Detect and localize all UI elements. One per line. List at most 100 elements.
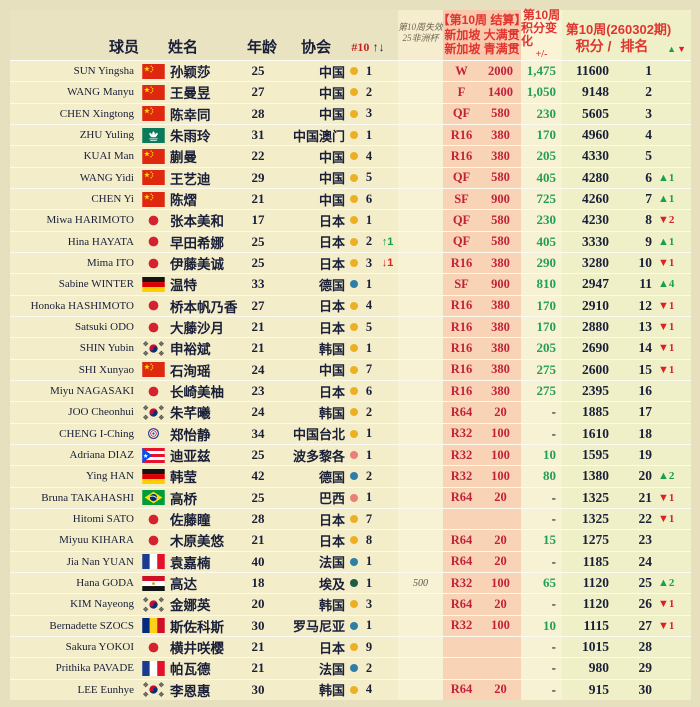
total-points: 1380 xyxy=(562,466,614,487)
player-age: 25 xyxy=(251,255,265,271)
player-age: 30 xyxy=(251,681,265,697)
association-rank: 1 xyxy=(365,127,373,142)
association-rank-move xyxy=(377,274,398,294)
expiring-points xyxy=(398,82,443,103)
player-name-en: CHEN Yi xyxy=(91,193,134,206)
rank-move: ▲1 xyxy=(656,188,691,210)
rank-move xyxy=(656,146,691,167)
player-association: 日本 xyxy=(318,320,345,336)
result-points: 20 xyxy=(480,679,521,700)
player-name-zh: 孙颖莎 xyxy=(170,65,211,81)
total-points: 1185 xyxy=(562,551,614,572)
player-age: 21 xyxy=(251,191,265,207)
result-round: R16 xyxy=(443,124,480,146)
table-row: SHI Xunyao 石洵瑶 24 中国 7 R16 380 275 2600 … xyxy=(10,358,691,380)
player-name-zh: 王艺迪 xyxy=(170,171,211,187)
player-association: 中国 xyxy=(318,85,345,101)
flag-jpn-icon xyxy=(138,232,168,252)
association-rank: 1 xyxy=(365,618,373,633)
result-round: R32 xyxy=(443,423,480,444)
rank-move: ▼1 xyxy=(656,487,691,508)
table-row: SHIN Yubin 申裕斌 21 韩国 1 R16 380 205 2690 … xyxy=(10,337,691,359)
col-settlement-label: 【第10周 结算】 新加坡 大满贯 新加坡 青满贯 xyxy=(437,13,527,57)
association-rank-move xyxy=(377,445,398,465)
association-rank: 3 xyxy=(365,596,373,611)
player-name-en: Miyuu KIHARA xyxy=(59,534,134,547)
result-round xyxy=(443,658,480,679)
continent-dot xyxy=(347,61,361,81)
continent-dot xyxy=(347,466,361,486)
points-change: - xyxy=(521,594,562,615)
world-rank: 16 xyxy=(614,380,656,402)
result-round: R16 xyxy=(443,338,480,359)
player-name-zh: 郑怡静 xyxy=(170,427,211,443)
rank-move xyxy=(656,61,691,82)
player-name-en: CHEN Xingtong xyxy=(59,107,134,120)
ranking-table: 球员 姓名 年龄 协会 #10 ↑↓ 第10周失效 25非洲杯 【第10周 结算… xyxy=(10,9,691,700)
total-points: 3330 xyxy=(562,231,614,252)
expiring-points xyxy=(398,274,443,295)
player-association: 中国 xyxy=(318,107,345,123)
flag-jpn-icon xyxy=(138,637,168,657)
continent-dot xyxy=(347,104,361,124)
result-round: F xyxy=(443,82,480,103)
association-rank: 2 xyxy=(365,468,373,483)
continent-dot xyxy=(347,146,361,166)
player-name-en: KIM Nayeong xyxy=(70,598,134,611)
table-row: LEE Eunhye 李恩惠 30 韩国 4 R64 20 - 915 30 xyxy=(10,678,691,700)
association-rank-move xyxy=(377,466,398,486)
table-row: SUN Yingsha 孙颖莎 25 中国 1 W 2000 1,475 116… xyxy=(10,61,691,82)
points-change: 405 xyxy=(521,167,562,188)
rank-move xyxy=(656,103,691,124)
col-week-label: 第10周(260302期) xyxy=(565,22,672,37)
expiring-points xyxy=(398,466,443,487)
result-points: 580 xyxy=(480,231,521,252)
flag-kor-icon xyxy=(138,402,168,422)
player-age: 25 xyxy=(251,63,265,79)
player-name-en: Adriana DIAZ xyxy=(69,449,134,462)
flag-chn-icon xyxy=(138,146,168,166)
result-round: QF xyxy=(443,167,480,188)
points-change: 205 xyxy=(521,338,562,359)
world-rank: 10 xyxy=(614,252,656,274)
player-age: 34 xyxy=(251,425,265,441)
rank-move xyxy=(656,124,691,146)
total-points: 3280 xyxy=(562,252,614,274)
player-association: 韩国 xyxy=(318,597,345,613)
association-rank-move xyxy=(377,381,398,401)
total-points: 9148 xyxy=(562,82,614,103)
result-round: R16 xyxy=(443,295,480,316)
association-rank-move xyxy=(377,189,398,209)
player-name-en: Honoka HASHIMOTO xyxy=(30,299,134,312)
player-association: 日本 xyxy=(318,384,345,400)
world-rank: 13 xyxy=(614,316,656,338)
expiring-points xyxy=(398,615,443,636)
expiring-points xyxy=(398,231,443,252)
player-name-en: CHENG I-Ching xyxy=(59,427,134,440)
result-round: R16 xyxy=(443,316,480,338)
flag-chn-icon xyxy=(138,104,168,124)
result-points xyxy=(480,636,521,658)
association-rank: 7 xyxy=(365,362,373,377)
player-name-zh: 石洵瑶 xyxy=(170,363,211,379)
association-rank-move xyxy=(377,616,398,636)
points-change: - xyxy=(521,679,562,700)
player-age: 27 xyxy=(251,84,265,100)
continent-dot xyxy=(347,338,361,358)
result-round: R32 xyxy=(443,466,480,487)
result-points: 900 xyxy=(480,274,521,295)
flag-ger-icon xyxy=(138,466,168,486)
association-rank: 7 xyxy=(365,511,373,526)
total-points: 2395 xyxy=(562,380,614,402)
association-rank: 1 xyxy=(365,63,373,78)
result-round: R16 xyxy=(443,359,480,380)
continent-dot xyxy=(347,424,361,444)
table-row: Satsuki ODO 大藤沙月 21 日本 5 R16 380 170 288… xyxy=(10,315,691,338)
rank-move: ▼1 xyxy=(656,252,691,274)
rank-move xyxy=(656,402,691,423)
world-rank: 29 xyxy=(614,658,656,679)
association-rank-move: ↓1 xyxy=(381,257,394,270)
association-rank: 4 xyxy=(365,298,373,313)
total-points: 2910 xyxy=(562,295,614,316)
table-row: Miwa HARIMOTO 张本美和 17 日本 1 QF 580 230 42… xyxy=(10,209,691,231)
